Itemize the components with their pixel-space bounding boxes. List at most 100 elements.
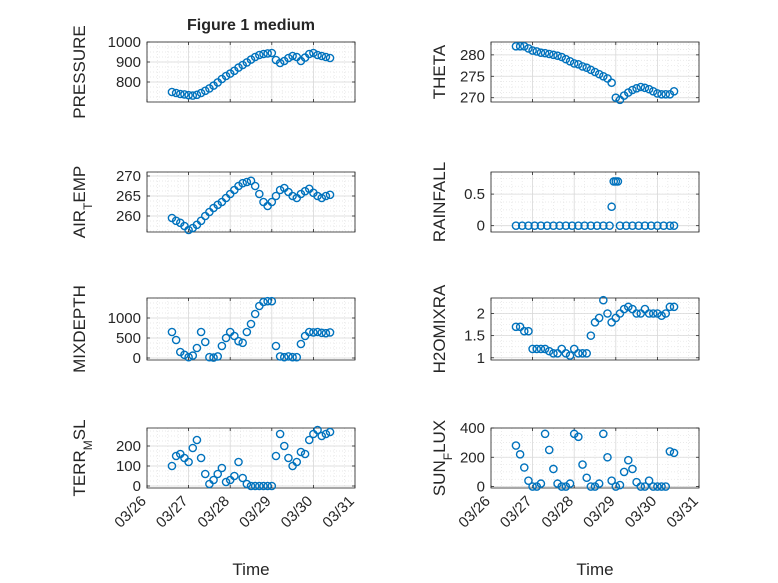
y-tick-label: 275 (460, 68, 485, 85)
data-point (317, 431, 327, 441)
data-point (325, 328, 335, 337)
data-point (644, 309, 654, 318)
data-point (288, 352, 297, 362)
data-point (574, 221, 583, 230)
data-point (517, 221, 527, 230)
data-point (530, 221, 539, 230)
data-point (586, 221, 596, 230)
data-point (661, 482, 671, 491)
data-point (599, 429, 608, 439)
data-point (574, 432, 583, 442)
data-point (619, 467, 629, 477)
subplot-rainfall: 0 0.5 RAINFALL (430, 162, 700, 242)
data-point (167, 461, 177, 471)
data-point (561, 349, 571, 358)
data-point (628, 221, 637, 230)
data-point (263, 49, 272, 58)
y-tick-label: 1 (477, 350, 485, 367)
x-tick-label: 03/30 (622, 493, 661, 532)
data-point (279, 441, 289, 451)
data-point (196, 88, 206, 98)
data-point (634, 221, 643, 230)
data-point (511, 441, 521, 450)
data-point (255, 189, 264, 199)
x-tick-label: 03/31 (663, 493, 702, 532)
data-point (275, 58, 285, 68)
x-tick-label: 03/27 (153, 493, 192, 532)
data-point (313, 327, 322, 337)
data-point (549, 50, 558, 60)
data-point (271, 451, 281, 461)
data-point (524, 476, 533, 485)
data-point (657, 482, 666, 491)
y-tick-label: 800 (116, 74, 141, 91)
data-point (317, 328, 327, 338)
axes-box (146, 171, 356, 233)
data-point (607, 476, 616, 485)
data-point (524, 326, 533, 336)
data-point (628, 85, 637, 95)
data-point (188, 91, 198, 100)
data-point (653, 309, 662, 318)
data-point (167, 87, 177, 97)
data-point (238, 338, 247, 348)
data-point (304, 435, 314, 445)
data-point (632, 83, 641, 93)
data-point (292, 352, 302, 362)
data-point (578, 62, 587, 71)
data-point (267, 48, 277, 58)
data-point (561, 221, 571, 230)
data-point (230, 471, 239, 481)
data-point (665, 221, 675, 230)
y-tick-label: 200 (460, 449, 485, 466)
data-point (648, 482, 658, 491)
data-point (549, 221, 558, 230)
y-tick-label: 0 (133, 350, 141, 367)
y-tick-label: 1000 (108, 34, 141, 51)
data-point (580, 221, 589, 230)
data-point (246, 319, 256, 329)
data-point (196, 216, 206, 226)
y-tick-label: 500 (116, 330, 141, 347)
data-point (632, 309, 641, 318)
subplot-air-temp: 260 265 270 AIRTEMP (70, 166, 356, 238)
x-axis-label-left: Time (232, 560, 269, 579)
data-point (565, 479, 575, 488)
data-point (669, 221, 679, 230)
data-point (250, 481, 260, 491)
y-tick-label: 0.5 (464, 186, 485, 203)
data-point (599, 295, 608, 305)
y-tick-label: 270 (116, 168, 141, 185)
data-point (540, 48, 550, 58)
data-point (304, 327, 314, 337)
data-point (221, 333, 231, 343)
data-point (648, 86, 658, 96)
data-point (275, 352, 285, 361)
y-tick-label: 900 (116, 54, 141, 71)
data-point (669, 86, 679, 96)
data-point (621, 221, 631, 230)
data-point (590, 67, 600, 77)
x-axis-label-right: Time (576, 560, 613, 579)
data-point (665, 447, 675, 456)
data-point (565, 351, 575, 360)
data-point (653, 221, 662, 230)
data-point (592, 221, 602, 230)
data-point (646, 221, 656, 230)
data-point (184, 225, 193, 235)
data-point (313, 425, 322, 435)
y-tick-label: 100 (116, 458, 141, 475)
data-point (167, 327, 177, 337)
data-point (549, 464, 558, 474)
data-point (209, 353, 218, 362)
data-point (594, 69, 604, 79)
subplot-terr-msl: 0 100 200 TERRMSL 03/26 03/27 03/28 03/29 03/30 0… (70, 419, 358, 531)
data-point (657, 89, 666, 99)
data-point (594, 313, 604, 323)
data-point (196, 453, 206, 463)
y-axis-label: SUNFLUX (430, 420, 455, 496)
data-point (607, 78, 616, 88)
y-axis-label: H2OMIXRA (430, 284, 449, 373)
data-point (238, 473, 247, 483)
